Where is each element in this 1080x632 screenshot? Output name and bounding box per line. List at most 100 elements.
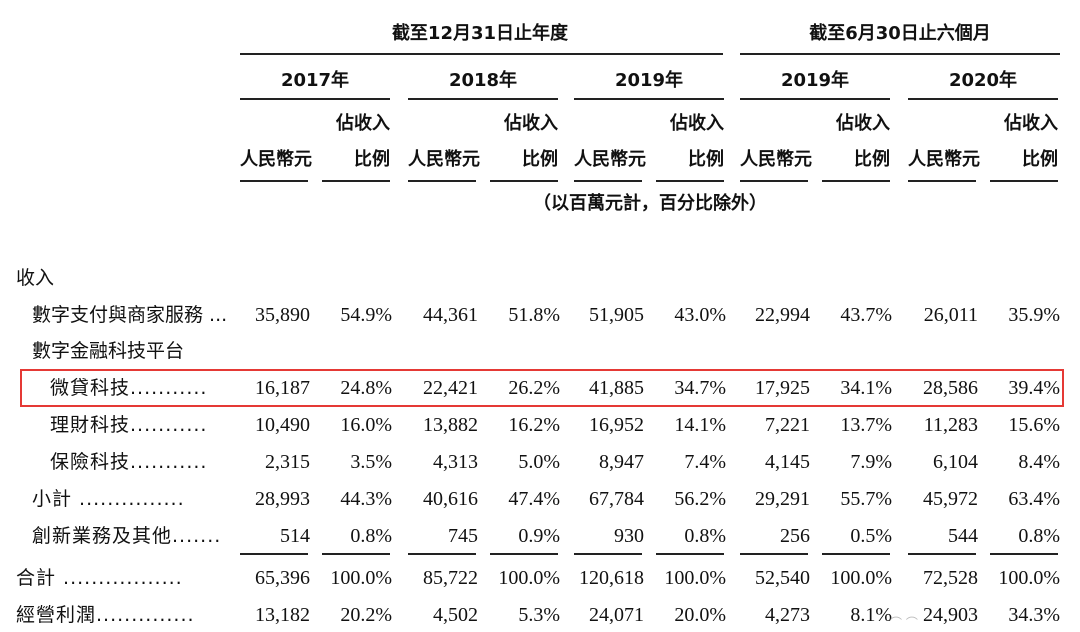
table-cell: 7,221 bbox=[765, 414, 810, 436]
table-cell: 100.0% bbox=[664, 567, 726, 589]
table-cell: 10,490 bbox=[255, 414, 310, 436]
table-cell: 8.1% bbox=[850, 604, 892, 626]
table-cell: 15.6% bbox=[1008, 414, 1060, 436]
table-cell: 13.7% bbox=[840, 414, 892, 436]
table-cell: 24,071 bbox=[589, 604, 644, 626]
rule-total-2b bbox=[490, 553, 558, 555]
header-group-year: 截至12月31日止年度 bbox=[391, 23, 569, 44]
table-cell: 34.1% bbox=[840, 377, 892, 399]
table-cell: 22,421 bbox=[423, 377, 478, 399]
rule-total-1b bbox=[322, 553, 390, 555]
table-cell: 0.8% bbox=[684, 525, 726, 547]
table-cell: 35.9% bbox=[1008, 304, 1060, 326]
table-cell: 13,182 bbox=[255, 604, 310, 626]
table-cell: 16,187 bbox=[255, 377, 310, 399]
table-cell: 39.4% bbox=[1008, 377, 1060, 399]
rule-sub-2a bbox=[408, 180, 476, 182]
table-cell: 0.8% bbox=[350, 525, 392, 547]
row-label-fintech-platform: 數字金融科技平台 bbox=[32, 340, 185, 362]
table-cell: 65,396 bbox=[255, 567, 310, 589]
table-cell: 5.0% bbox=[518, 451, 560, 473]
table-cell: 85,722 bbox=[423, 567, 478, 589]
table-cell: 52,540 bbox=[755, 567, 810, 589]
year-2019: 2019年 bbox=[614, 70, 684, 91]
table-cell: 34.3% bbox=[1008, 604, 1060, 626]
table-cell: 2,315 bbox=[265, 451, 310, 473]
col-rmb-2019: 人民幣元 bbox=[574, 149, 646, 170]
table-cell: 930 bbox=[614, 525, 644, 547]
table-cell: 72,528 bbox=[923, 567, 978, 589]
table-cell: 7.9% bbox=[850, 451, 892, 473]
table-cell: 43.0% bbox=[674, 304, 726, 326]
unit-note: （以百萬元計，百分比除外） bbox=[533, 193, 767, 214]
table-cell: 11,283 bbox=[923, 414, 978, 436]
table-cell: 20.0% bbox=[674, 604, 726, 626]
col-rmb-2020-h1: 人民幣元 bbox=[908, 149, 980, 170]
row-label-digital-payment: 數字支付與商家服務 ... bbox=[32, 304, 228, 326]
rule-total-4b bbox=[822, 553, 890, 555]
watermark-icon: ⌒ ⌒ bbox=[890, 616, 918, 630]
rule-2017 bbox=[240, 98, 390, 100]
table-cell: 544 bbox=[948, 525, 978, 547]
table-cell: 14.1% bbox=[674, 414, 726, 436]
table-cell: 5.3% bbox=[518, 604, 560, 626]
table-cell: 100.0% bbox=[330, 567, 392, 589]
row-label-subtotal: 小計 ............... bbox=[32, 488, 185, 510]
row-label-investment-tech: 理財科技........... bbox=[50, 414, 208, 436]
table-cell: 54.9% bbox=[340, 304, 392, 326]
rule-2019-h1 bbox=[740, 98, 890, 100]
table-cell: 29,291 bbox=[755, 488, 810, 510]
rule-sub-1b bbox=[322, 180, 390, 182]
col-pct-2019-line2: 比例 bbox=[688, 149, 724, 170]
rule-2019 bbox=[574, 98, 724, 100]
header-group-half: 截至6月30日止六個月 bbox=[809, 23, 991, 44]
rule-total-2a bbox=[408, 553, 476, 555]
table-cell: 28,586 bbox=[923, 377, 978, 399]
rule-group-year bbox=[240, 53, 723, 55]
table-cell: 100.0% bbox=[498, 567, 560, 589]
rule-sub-5b bbox=[990, 180, 1058, 182]
highlight-box bbox=[20, 369, 1064, 407]
col-pct-2019-line1: 佔收入 bbox=[670, 113, 724, 134]
table-cell: 41,885 bbox=[589, 377, 644, 399]
table-cell: 26.2% bbox=[508, 377, 560, 399]
col-rmb-2017: 人民幣元 bbox=[240, 149, 312, 170]
year-2017: 2017年 bbox=[280, 70, 350, 91]
col-pct-2020-h1-line1: 佔收入 bbox=[1004, 113, 1058, 134]
table-cell: 40,616 bbox=[423, 488, 478, 510]
table-cell: 17,925 bbox=[755, 377, 810, 399]
table-cell: 34.7% bbox=[674, 377, 726, 399]
rule-2018 bbox=[408, 98, 558, 100]
rule-total-5a bbox=[908, 553, 976, 555]
rule-sub-4a bbox=[740, 180, 808, 182]
rule-2020-h1 bbox=[908, 98, 1058, 100]
rule-sub-3b bbox=[656, 180, 724, 182]
table-cell: 16,952 bbox=[589, 414, 644, 436]
table-cell: 35,890 bbox=[255, 304, 310, 326]
rule-total-3a bbox=[574, 553, 642, 555]
table-cell: 51.8% bbox=[508, 304, 560, 326]
rule-sub-2b bbox=[490, 180, 558, 182]
table-cell: 56.2% bbox=[674, 488, 726, 510]
table-cell: 24,903 bbox=[923, 604, 978, 626]
table-cell: 44.3% bbox=[340, 488, 392, 510]
table-cell: 67,784 bbox=[589, 488, 644, 510]
col-rmb-2018: 人民幣元 bbox=[408, 149, 480, 170]
rule-total-3b bbox=[656, 553, 724, 555]
rule-sub-3a bbox=[574, 180, 642, 182]
table-cell: 120,618 bbox=[579, 567, 644, 589]
row-label-total: 合計 ................. bbox=[16, 567, 183, 589]
table-cell: 100.0% bbox=[830, 567, 892, 589]
col-pct-2020-h1-line2: 比例 bbox=[1022, 149, 1058, 170]
table-cell: 4,313 bbox=[433, 451, 478, 473]
table-cell: 55.7% bbox=[840, 488, 892, 510]
table-cell: 7.4% bbox=[684, 451, 726, 473]
rule-group-half bbox=[740, 53, 1060, 55]
row-label-operating-profit: 經營利潤.............. bbox=[16, 604, 195, 626]
rule-total-4a bbox=[740, 553, 808, 555]
row-label-innovation: 創新業務及其他....... bbox=[32, 525, 222, 547]
rule-total-1a bbox=[240, 553, 308, 555]
year-2020-h1: 2020年 bbox=[948, 70, 1018, 91]
table-cell: 6,104 bbox=[933, 451, 978, 473]
table-cell: 8.4% bbox=[1018, 451, 1060, 473]
